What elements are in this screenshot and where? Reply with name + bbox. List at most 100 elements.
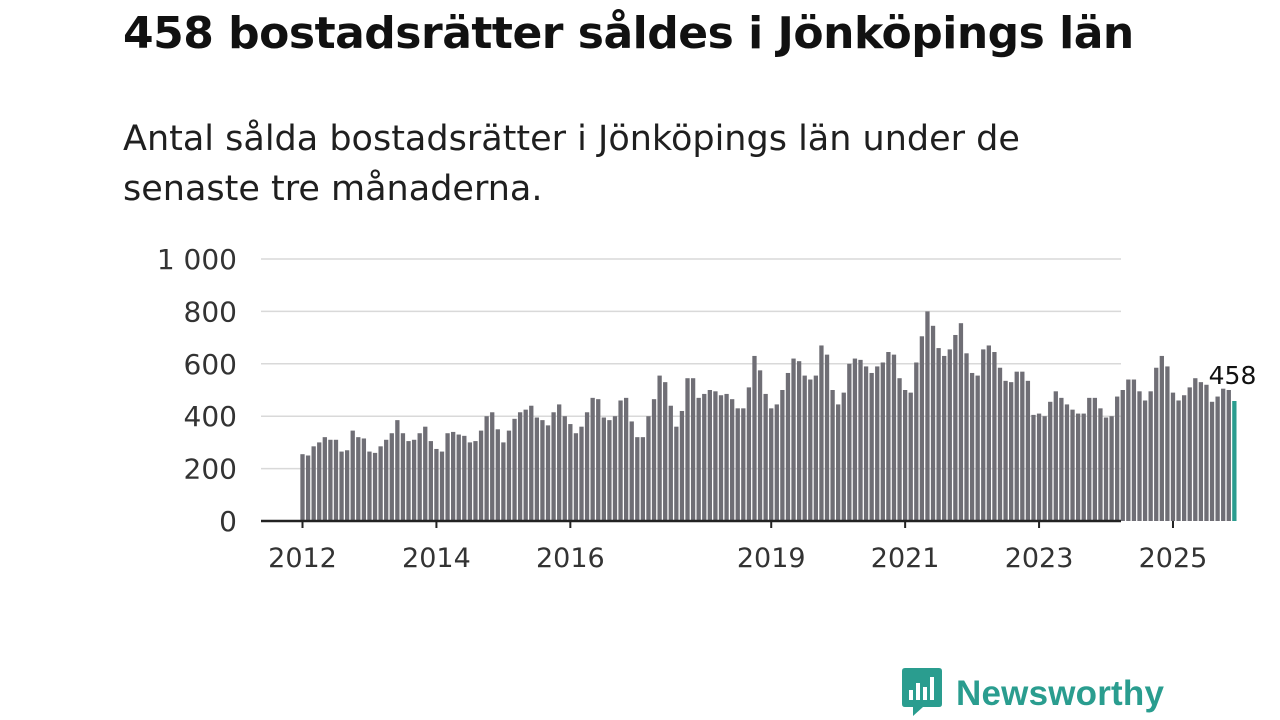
bar — [584, 412, 590, 521]
bar — [350, 430, 355, 521]
bar — [333, 439, 339, 521]
bar — [1142, 400, 1148, 521]
bar — [986, 345, 991, 521]
bar — [607, 420, 612, 521]
x-tick-label: 2023 — [1005, 543, 1074, 574]
bar — [579, 426, 584, 521]
bar — [1131, 379, 1137, 521]
bar — [551, 412, 556, 521]
bar — [897, 378, 902, 521]
bar — [1009, 382, 1014, 521]
newsworthy-logo: Newsworthy — [902, 668, 1165, 718]
bar — [930, 325, 936, 521]
bar — [1103, 417, 1109, 521]
bar — [517, 412, 523, 521]
bar — [406, 441, 411, 521]
bar — [774, 404, 779, 521]
last-value-label: 458 — [1209, 361, 1257, 390]
bar — [400, 433, 406, 521]
bar — [1031, 414, 1036, 521]
bar — [1209, 401, 1215, 521]
y-tick-label: 600 — [184, 348, 237, 381]
bar — [573, 433, 579, 521]
bar — [925, 311, 930, 521]
bar — [1154, 367, 1159, 521]
bar — [919, 336, 925, 521]
bar — [1221, 388, 1226, 521]
bar — [702, 393, 707, 521]
bar — [802, 375, 807, 521]
bar — [785, 372, 791, 521]
bar — [495, 429, 500, 521]
bar — [417, 433, 422, 521]
bar — [891, 354, 897, 521]
bar — [445, 433, 450, 521]
bar — [902, 390, 908, 521]
bar-latest — [1232, 401, 1237, 521]
bar — [1092, 397, 1098, 521]
bar — [718, 395, 724, 521]
bar — [568, 424, 573, 521]
bar — [601, 417, 606, 521]
x-tick-label: 2019 — [737, 543, 806, 574]
bar — [1070, 409, 1075, 521]
bar — [411, 439, 417, 521]
bar — [796, 361, 802, 521]
bar — [836, 404, 841, 521]
bar — [423, 426, 428, 521]
bar — [1159, 355, 1164, 521]
bar — [456, 434, 461, 521]
bar — [328, 439, 333, 521]
bar — [557, 404, 562, 521]
bar — [1181, 395, 1187, 521]
bar — [908, 392, 913, 521]
bar — [1193, 378, 1198, 521]
bar — [1036, 413, 1042, 521]
bar — [434, 448, 439, 521]
brand-name: Newsworthy — [956, 674, 1165, 713]
bar — [674, 426, 679, 521]
bar — [880, 362, 885, 521]
bar — [741, 408, 746, 521]
bar — [1115, 396, 1120, 521]
bar — [663, 382, 668, 521]
bar — [612, 416, 618, 521]
bar — [1053, 391, 1058, 521]
bar — [629, 421, 634, 521]
bar — [473, 441, 478, 521]
bar — [1176, 400, 1181, 521]
bar — [808, 379, 813, 521]
bar — [439, 451, 445, 521]
bar — [534, 417, 540, 521]
bar — [958, 323, 964, 521]
bar — [997, 367, 1003, 521]
bar — [618, 400, 623, 521]
bar — [501, 442, 506, 521]
bar-series — [300, 311, 1237, 521]
bar — [451, 431, 456, 521]
bar — [696, 397, 701, 521]
bar — [1126, 379, 1131, 521]
bar — [428, 441, 433, 521]
bar — [953, 334, 958, 521]
bar — [378, 446, 383, 521]
bar — [858, 359, 863, 521]
bar — [769, 408, 774, 521]
y-tick-label: 1 000 — [157, 243, 237, 276]
bar — [936, 348, 941, 521]
bar — [339, 451, 344, 521]
bar — [562, 416, 567, 521]
bar — [640, 437, 646, 521]
y-tick-label: 400 — [184, 400, 237, 433]
bar — [1137, 391, 1142, 521]
bar — [1025, 380, 1031, 521]
bar — [512, 418, 517, 521]
bar — [730, 399, 735, 521]
bar — [317, 442, 322, 521]
bar — [646, 416, 651, 521]
bar — [1064, 404, 1070, 521]
bar — [367, 451, 372, 521]
x-tick-label: 2014 — [402, 543, 471, 574]
bar — [1020, 371, 1025, 521]
x-tick-label: 2016 — [536, 543, 605, 574]
